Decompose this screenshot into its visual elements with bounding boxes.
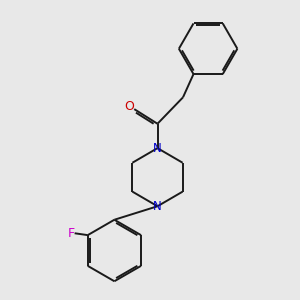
Text: N: N — [153, 142, 162, 154]
Text: N: N — [153, 200, 162, 213]
Text: F: F — [67, 227, 74, 240]
Text: O: O — [124, 100, 134, 112]
